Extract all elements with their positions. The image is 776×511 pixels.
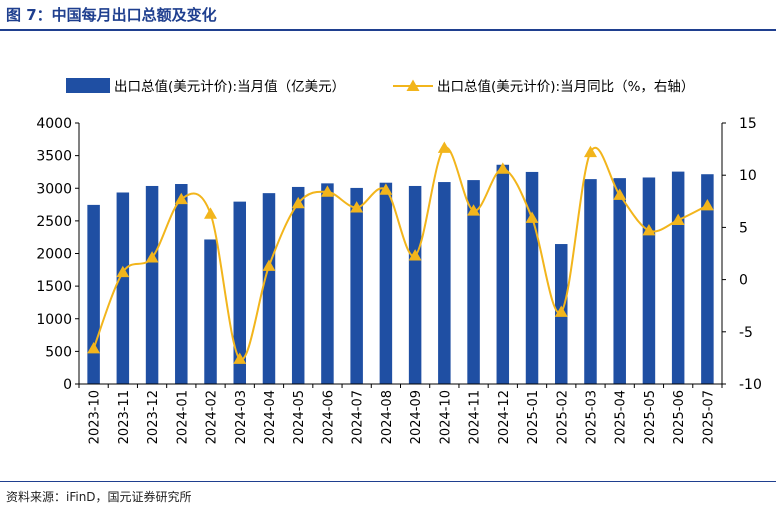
source-rule (0, 481, 776, 482)
y-tick-label-left: 4000 (36, 116, 72, 132)
title-rule (0, 29, 776, 31)
line-point (613, 188, 627, 200)
y-tick-label-left: 3500 (36, 149, 72, 165)
x-tick-label: 2025-06 (672, 390, 687, 444)
line-point (496, 162, 510, 174)
bar (525, 171, 539, 384)
x-tick-label: 2024-08 (380, 390, 395, 444)
bar (584, 179, 597, 384)
line-point (204, 207, 218, 219)
bar (116, 192, 130, 384)
line-point (583, 145, 597, 158)
x-tick-label: 2025-02 (555, 390, 570, 444)
figure-title: 图 7：中国每月出口总额及变化 (6, 6, 217, 24)
line-point (87, 342, 101, 354)
source-note: 资料来源：iFinD，国元证券研究所 (6, 490, 192, 504)
x-tick-label: 2023-12 (146, 390, 161, 444)
x-tick-label: 2025-07 (701, 390, 716, 444)
bar (233, 201, 246, 384)
line-point (700, 198, 714, 211)
y-tick-label-right: 10 (739, 168, 757, 184)
x-tick-label: 2024-07 (351, 390, 366, 444)
bar (701, 174, 714, 384)
y-tick-label-left: 2000 (36, 247, 72, 263)
x-tick-label: 2024-12 (497, 390, 512, 444)
x-tick-label: 2024-01 (175, 390, 190, 444)
x-tick-label: 2025-03 (584, 390, 599, 444)
line-series (87, 141, 714, 364)
x-tick-label: 2024-06 (321, 390, 336, 444)
line-point (467, 204, 481, 216)
x-tick-label: 2023-11 (117, 390, 132, 444)
y-tick-label-left: 0 (63, 377, 72, 393)
y-tick-label-right: 15 (739, 116, 757, 132)
legend-swatch-bar (66, 78, 110, 93)
bar (145, 185, 159, 384)
x-tick-label: 2024-04 (263, 390, 278, 444)
x-tick-label: 2023-10 (88, 390, 103, 444)
line-point (671, 213, 685, 225)
x-tick-label: 2025-05 (643, 390, 658, 444)
x-tick-label: 2024-09 (409, 390, 424, 444)
bar (350, 187, 363, 384)
line-path (92, 146, 708, 361)
x-tick-label: 2024-11 (468, 390, 483, 444)
line-point (379, 183, 393, 195)
legend-label-bar: 出口总值(美元计价):当月值（亿美元） (114, 79, 345, 95)
line-point (262, 259, 276, 271)
x-tick-label: 2025-01 (526, 390, 541, 444)
line-point (408, 249, 422, 261)
bar (175, 184, 188, 384)
legend-swatch-marker (406, 79, 420, 91)
x-tick-label: 2024-02 (205, 390, 220, 444)
line-point (116, 265, 130, 278)
line-point (320, 185, 334, 197)
y-tick-label-right: 0 (739, 273, 748, 289)
chart: 出口总值(美元计价):当月值（亿美元） 出口总值(美元计价):当月同比（%，右轴）… (36, 78, 762, 444)
legend: 出口总值(美元计价):当月值（亿美元） 出口总值(美元计价):当月同比（%，右轴） (66, 78, 694, 95)
line-point (174, 192, 188, 205)
y-tick-label-left: 500 (45, 344, 72, 360)
y-tick-label-left: 3000 (36, 181, 72, 197)
line-point (350, 201, 364, 213)
x-tick-label: 2025-04 (614, 390, 629, 444)
line-point (525, 211, 539, 223)
bar (438, 182, 451, 384)
legend-label-line: 出口总值(美元计价):当月同比（%，右轴） (437, 79, 694, 95)
y-tick-label-right: -5 (739, 325, 753, 341)
y-tick-label-right: -10 (739, 377, 762, 393)
bar (87, 204, 100, 384)
bar (467, 180, 480, 384)
bar (291, 186, 305, 384)
bar (321, 183, 334, 384)
line-point (145, 251, 159, 263)
y-tick-label-left: 1000 (36, 312, 72, 328)
line-point (233, 352, 247, 364)
y-tick-label-left: 1500 (36, 279, 72, 295)
x-tick-label: 2024-05 (292, 390, 307, 444)
bar (496, 164, 510, 384)
bar (642, 177, 656, 384)
bar (379, 182, 393, 384)
line-point (437, 141, 451, 153)
y-tick-label-left: 2500 (36, 214, 72, 230)
y-tick-label-right: 5 (739, 220, 748, 236)
x-tick-label: 2024-10 (438, 390, 453, 444)
x-tick-label: 2024-03 (234, 390, 249, 444)
bar (262, 193, 276, 384)
line-point (554, 305, 568, 317)
bar (671, 171, 685, 384)
axes: 0 500 1000 1500 2000 2500 3000 3500 4000 -10 -5 0 5 1… (36, 116, 762, 444)
line-point (642, 224, 656, 236)
bar (204, 239, 217, 384)
bar (613, 178, 626, 384)
bar (408, 185, 422, 384)
line-point (291, 196, 305, 209)
